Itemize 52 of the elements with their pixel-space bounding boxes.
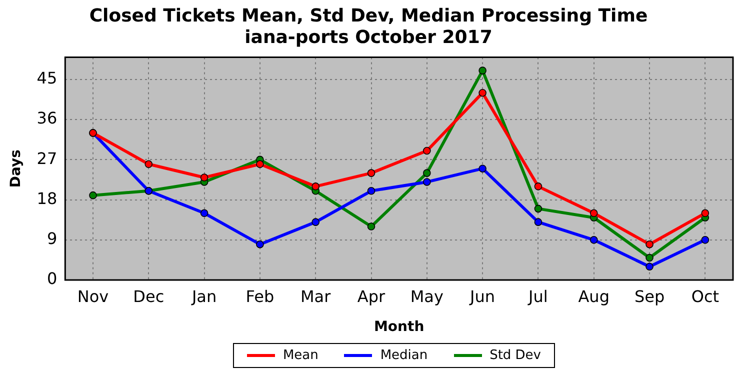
- x-tick-label: Oct: [691, 286, 720, 306]
- x-tick-label: Jul: [528, 286, 548, 306]
- x-tick-label: Jan: [190, 286, 217, 306]
- point: [367, 186, 376, 195]
- x-tick-label: Sep: [634, 286, 665, 306]
- point: [590, 209, 598, 218]
- x-tick-label: Feb: [246, 286, 274, 306]
- x-tick-label: Apr: [357, 286, 386, 306]
- x-tick-label: Jun: [469, 286, 496, 306]
- point: [200, 209, 208, 218]
- point: [256, 240, 264, 248]
- y-tick-label: 36: [36, 108, 58, 128]
- point: [646, 240, 654, 248]
- point: [367, 222, 376, 230]
- point: [312, 218, 320, 226]
- point: [89, 191, 97, 200]
- legend-label: Median: [380, 348, 428, 363]
- x-tick-label: Mar: [300, 286, 332, 306]
- point: [478, 164, 486, 172]
- y-tick-label: 27: [36, 148, 58, 168]
- point: [144, 160, 153, 168]
- point: [312, 182, 320, 190]
- y-tick-label: 9: [46, 229, 58, 248]
- point: [701, 236, 710, 244]
- point: [256, 160, 264, 168]
- point: [534, 204, 542, 213]
- point: [646, 262, 654, 271]
- chart-title: Closed Tickets Mean, Std Dev, Median Processing Time: [89, 5, 648, 26]
- y-tick-label: 45: [36, 68, 58, 88]
- point: [200, 174, 208, 182]
- point: [478, 66, 486, 74]
- legend-label: Mean: [282, 348, 318, 363]
- x-tick-label: Dec: [133, 286, 164, 306]
- point: [423, 169, 431, 177]
- point: [367, 169, 376, 177]
- point: [478, 88, 486, 97]
- point: [646, 254, 654, 262]
- point: [423, 146, 431, 155]
- chart-subtitle: iana-ports October 2017: [244, 27, 492, 48]
- point: [423, 178, 431, 186]
- legend-label: Std Dev: [490, 348, 541, 363]
- x-tick-label: May: [410, 286, 444, 306]
- point: [534, 218, 542, 226]
- y-axis-title: Days: [8, 150, 24, 188]
- y-tick-label: 18: [36, 188, 58, 208]
- x-tick-label: Nov: [77, 286, 109, 306]
- y-tick-label: 0: [46, 269, 58, 288]
- point: [534, 182, 542, 190]
- x-axis-title: Month: [374, 319, 424, 336]
- x-tick-label: Aug: [578, 286, 610, 306]
- point: [701, 209, 710, 218]
- point: [590, 236, 598, 244]
